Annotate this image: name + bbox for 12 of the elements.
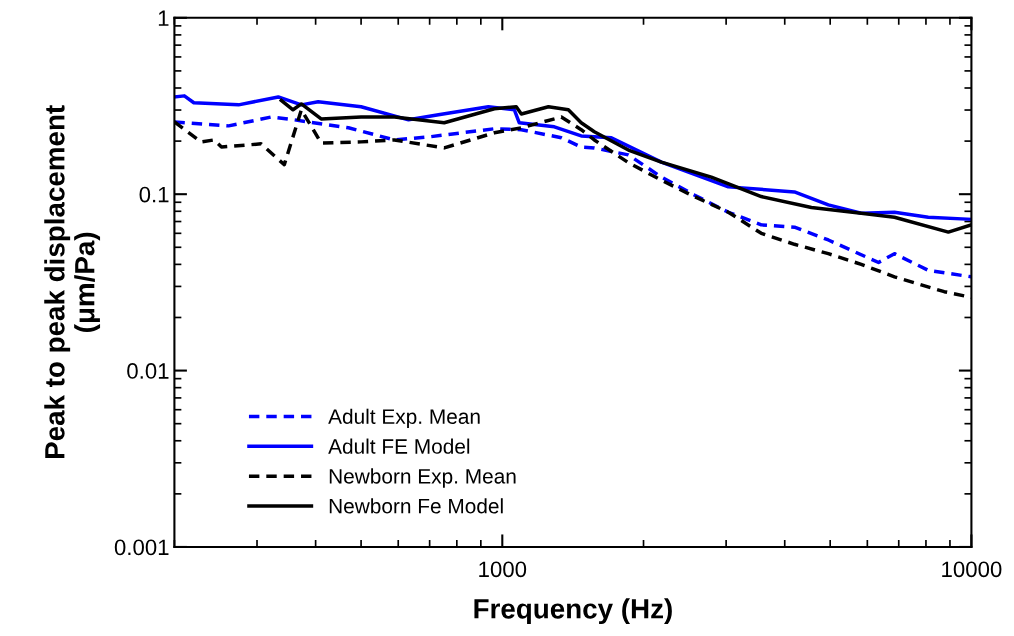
- legend-label: Newborn Exp. Mean: [329, 468, 516, 488]
- legend-label: Adult FE Model: [328, 438, 470, 454]
- y-tick-label: 0.001: [114, 539, 169, 556]
- y-tick-label: 0.1: [139, 186, 169, 203]
- y-tick-label: 0.01: [127, 363, 169, 379]
- x-tick-label: 1000: [479, 561, 527, 578]
- legend-label: Adult Exp. Mean: [328, 408, 480, 429]
- x-tick-label: 10000: [942, 561, 1002, 578]
- y-axis-title: Peak to peak displacement (μm/Pa): [44, 105, 101, 459]
- y-tick-label: 1: [158, 10, 169, 26]
- legend-label: Newborn Fe Model: [329, 498, 503, 514]
- x-axis-title: Frequency (Hz): [474, 598, 672, 625]
